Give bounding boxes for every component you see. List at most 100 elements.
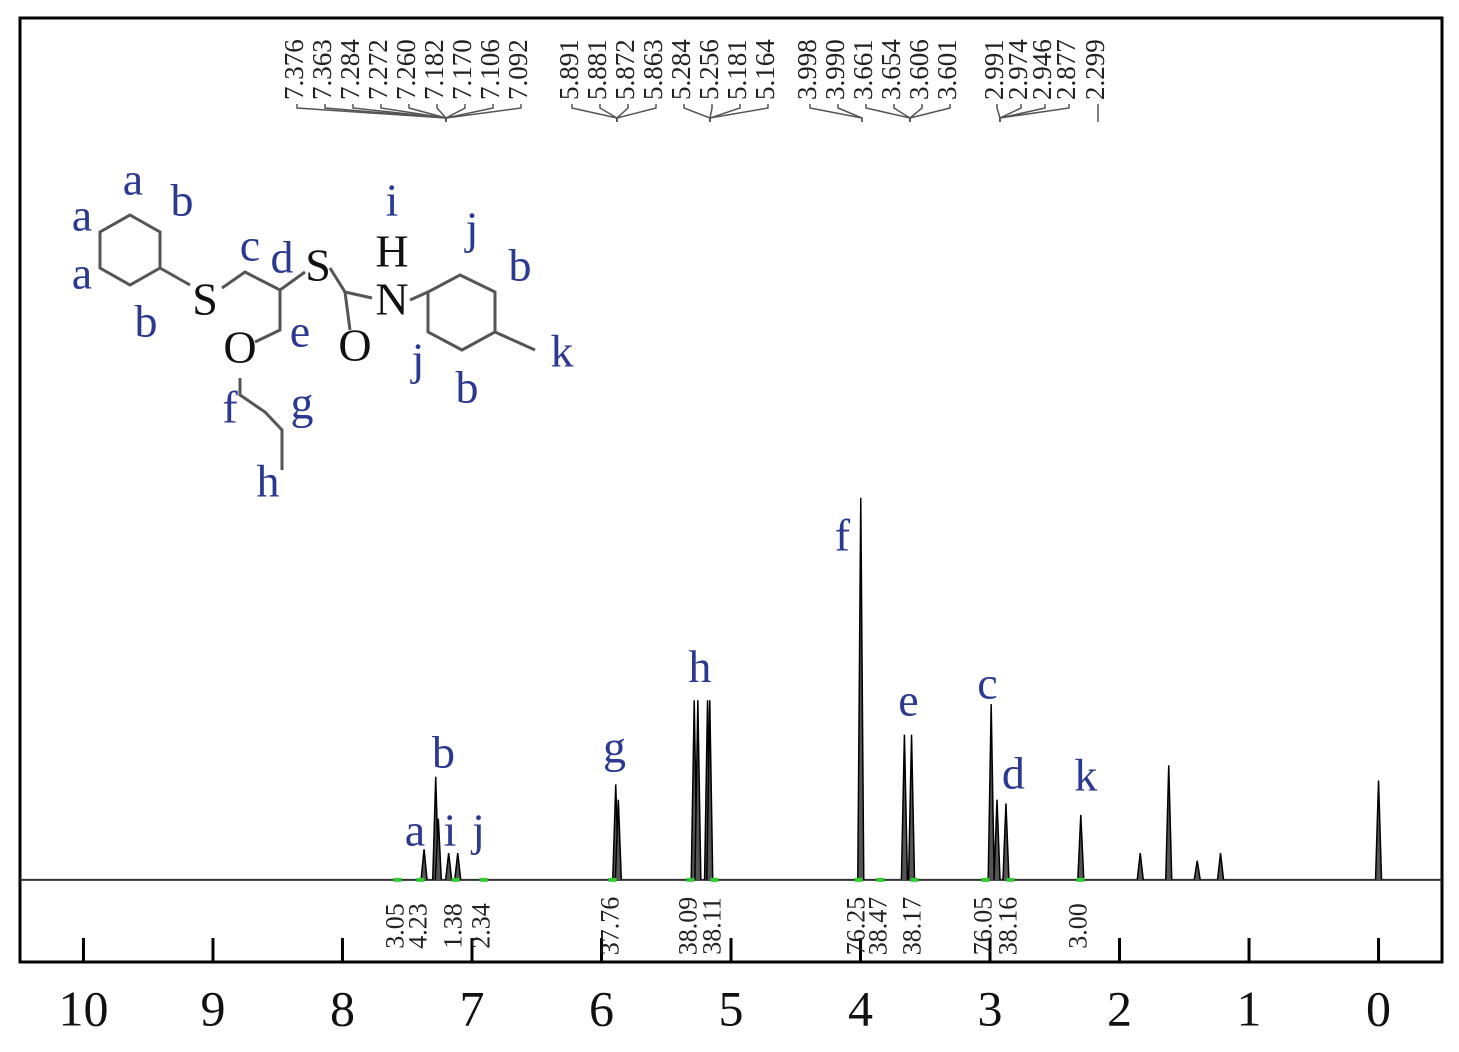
- integral-label: 76.05: [968, 897, 997, 956]
- atom-label: c: [240, 220, 260, 271]
- shift-label: 7.272: [363, 39, 393, 100]
- plot-frame: [18, 16, 1444, 964]
- x-tick-label: 7: [459, 980, 484, 1036]
- shift-connector: [909, 104, 951, 122]
- integral-label: 38.16: [993, 897, 1022, 956]
- shift-label: 2.299: [1080, 39, 1110, 100]
- integral-label: 38.47: [863, 897, 892, 956]
- atom-label: h: [257, 456, 280, 507]
- bond: [494, 330, 536, 352]
- atom-label: i: [386, 175, 399, 226]
- integral-label: 4.23: [403, 903, 432, 949]
- atom-label: N: [375, 274, 408, 325]
- shift-connector: [999, 104, 1070, 122]
- x-tick-label: 9: [200, 980, 225, 1036]
- shift-label: 5.284: [666, 39, 696, 100]
- atom-label: j: [464, 203, 479, 254]
- bond: [328, 267, 373, 300]
- structure-labels: a b a a b S c d S i H N j b O O e j k b …: [72, 154, 574, 507]
- shift-connector: [909, 104, 923, 122]
- shift-connector: [445, 104, 466, 122]
- peak-annotation: j: [470, 804, 485, 855]
- shift-label: 7.363: [307, 39, 337, 100]
- shift-label: 7.182: [419, 39, 449, 100]
- atom-label: f: [222, 382, 238, 433]
- integral-label: 38.09: [673, 897, 702, 956]
- shift-label: 3.990: [820, 39, 850, 100]
- shift-connector: [296, 104, 447, 122]
- shift-connector: [683, 104, 711, 122]
- bond: [343, 291, 352, 331]
- peak: [434, 818, 443, 880]
- bond: [238, 378, 284, 470]
- atom-label: j: [410, 334, 425, 385]
- shift-label: 5.891: [554, 39, 584, 100]
- shift-label: 7.260: [391, 39, 421, 100]
- atom-label: a: [72, 248, 92, 299]
- shift-label: 7.170: [447, 39, 477, 100]
- atom-label: a: [123, 154, 143, 205]
- bond: [159, 266, 191, 287]
- peak: [987, 704, 995, 880]
- integral-label: 38.11: [698, 897, 727, 955]
- x-tick-label: 10: [58, 980, 108, 1036]
- peak: [706, 700, 714, 880]
- peak: [1374, 780, 1383, 880]
- bond: [409, 290, 429, 302]
- shift-label: 3.606: [904, 39, 934, 100]
- bond: [426, 273, 497, 352]
- shift-label: 5.881: [582, 39, 612, 100]
- integral-label: 2.34: [466, 903, 495, 949]
- shift-label: 3.998: [792, 39, 822, 100]
- peak: [420, 849, 428, 880]
- atom-label: a: [72, 190, 92, 241]
- shift-label: 5.872: [610, 39, 640, 100]
- shift-connector: [616, 104, 629, 122]
- shift-label: 7.092: [503, 39, 533, 100]
- integral-label: 38.17: [897, 897, 926, 956]
- atom-label: b: [509, 240, 532, 291]
- shift-label: 2.974: [1003, 39, 1033, 100]
- shift-connector: [893, 104, 911, 122]
- integral-label: 1.38: [439, 903, 468, 949]
- peak-annotation: d: [1002, 747, 1025, 798]
- shift-label: 5.164: [750, 39, 780, 100]
- peak: [694, 700, 702, 880]
- shift-label: 7.106: [475, 39, 505, 100]
- shift-connector: [809, 104, 863, 122]
- x-tick-label: 2: [1107, 980, 1132, 1036]
- integral-label: 76.25: [842, 897, 871, 956]
- atom-label: e: [290, 306, 310, 357]
- peak: [907, 734, 916, 880]
- atom-label: d: [271, 232, 294, 283]
- shift-connector: [709, 104, 769, 122]
- peak-annotation: g: [603, 721, 626, 772]
- atom-label: b: [171, 175, 194, 226]
- shift-label: 2.991: [979, 39, 1009, 100]
- peak-annotation: b: [432, 726, 455, 777]
- peak-annotation: k: [1074, 749, 1097, 800]
- atom-label: O: [338, 320, 371, 371]
- x-tick-label: 8: [330, 980, 355, 1036]
- shift-label: 7.376: [279, 39, 309, 100]
- bond: [98, 213, 162, 287]
- peak-annotation: e: [898, 674, 918, 725]
- shift-connector: [999, 104, 1022, 122]
- x-tick-label: 4: [848, 980, 873, 1036]
- shift-connector: [837, 104, 863, 122]
- atom-label: S: [192, 274, 218, 325]
- integral-label: 3.00: [1064, 903, 1093, 949]
- shift-label: 3.661: [848, 39, 878, 100]
- peak: [1164, 765, 1173, 880]
- peak: [857, 497, 865, 880]
- peak: [1193, 860, 1201, 880]
- atom-label: S: [305, 240, 331, 291]
- shift-label: 2.946: [1027, 39, 1057, 100]
- peak-annotation: f: [835, 509, 851, 560]
- peak: [1136, 853, 1144, 880]
- peak-annotation: a: [405, 804, 425, 855]
- shift-label: 5.181: [722, 39, 752, 100]
- peak: [444, 853, 453, 880]
- structure: [98, 213, 536, 470]
